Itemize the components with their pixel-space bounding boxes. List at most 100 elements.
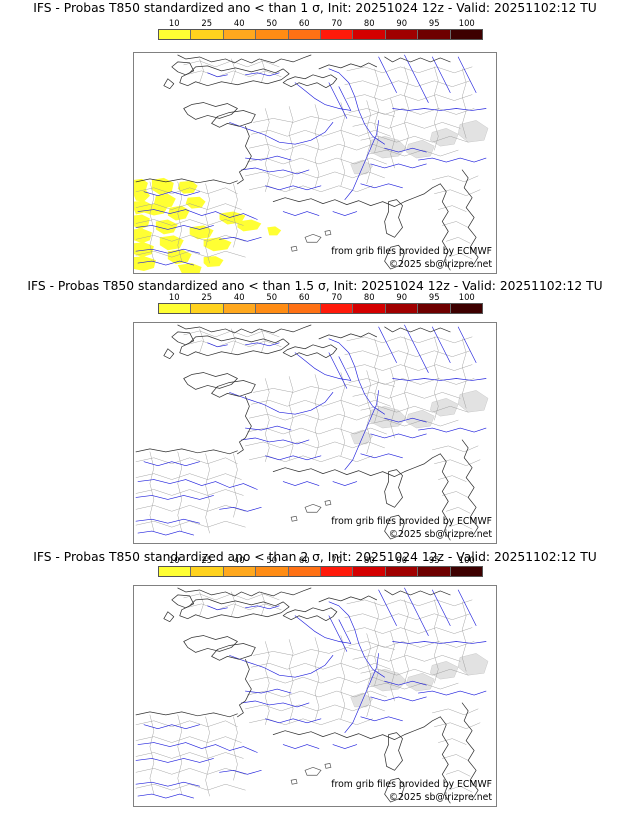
colorbar-segment-80	[353, 30, 386, 39]
map-path	[171, 594, 195, 609]
map-path	[249, 455, 373, 462]
map-path	[135, 219, 244, 226]
map-path	[432, 708, 479, 716]
colorbar-segment-50	[256, 304, 289, 313]
colorbar-ticks: 10 25 40 50 60 70 80 90 95 100	[158, 18, 483, 29]
map-path	[219, 770, 262, 775]
forecast-panel-1: IFS - Probas T850 standardized ano < tha…	[0, 0, 630, 276]
map-path	[231, 58, 236, 83]
map-path	[432, 445, 479, 453]
map-path	[390, 98, 395, 169]
map-path	[205, 453, 210, 534]
map-path	[442, 221, 469, 228]
panel-title: IFS - Probas T850 standardized ano < tha…	[33, 1, 597, 15]
map-path	[135, 495, 214, 500]
map-path	[185, 603, 282, 611]
map-path	[378, 589, 397, 626]
map-path	[143, 191, 200, 197]
map-path	[350, 692, 373, 708]
map-path	[346, 599, 473, 607]
colorbar-tick-25: 25	[201, 18, 213, 28]
map-path	[265, 378, 270, 462]
map-path	[392, 378, 487, 381]
map-path	[237, 395, 252, 455]
map-path	[348, 378, 475, 385]
map-path	[203, 237, 232, 252]
colorbar-tick-80: 80	[363, 555, 375, 565]
map-path	[233, 453, 238, 518]
map-path	[137, 479, 258, 490]
map-path	[384, 732, 403, 771]
map-path	[461, 169, 479, 268]
map-path	[179, 598, 290, 620]
map-path	[231, 328, 236, 353]
map-path	[461, 439, 479, 538]
colorbar-tick-100: 100	[458, 555, 475, 565]
map-path	[434, 599, 439, 684]
colorbar: 10 25 40 50 60 70 80 90 95 100	[158, 555, 483, 577]
map-path	[219, 237, 262, 242]
colorbar-segment-25	[191, 30, 224, 39]
colorbar-tick-50: 50	[266, 292, 278, 302]
map-path	[434, 336, 439, 421]
geography-layer	[135, 324, 489, 541]
map-path	[370, 433, 427, 439]
map-path	[439, 183, 451, 271]
map-path	[328, 68, 385, 145]
map-path	[442, 754, 469, 761]
colorbar-segment-95	[418, 30, 451, 39]
map-path	[267, 226, 282, 236]
colorbar-segment-10	[159, 30, 192, 39]
map-path	[135, 489, 244, 496]
map-path	[199, 328, 204, 353]
map-path	[360, 716, 403, 722]
map-canvas-3[interactable]: from grib files provided by ECMWF ©2025 …	[133, 585, 497, 807]
map-path	[368, 419, 459, 427]
map-path	[251, 130, 391, 137]
map-path	[318, 332, 378, 340]
map-path	[448, 785, 473, 793]
map-canvas-2[interactable]: from grib files provided by ECMWF ©2025 …	[133, 322, 497, 544]
map-path	[404, 587, 429, 636]
map-path	[177, 263, 202, 273]
map-path	[434, 459, 481, 466]
map-path	[185, 70, 282, 78]
map-path	[229, 655, 334, 678]
map-path	[332, 481, 358, 486]
map-path	[332, 744, 358, 749]
map-path	[229, 392, 334, 415]
map-path	[185, 196, 206, 209]
map-path	[457, 653, 489, 676]
map-canvas-1[interactable]: from grib files provided by ECMWF ©2025 …	[133, 52, 497, 274]
colorbar-tick-90: 90	[396, 292, 408, 302]
colorbar-bar	[158, 303, 483, 314]
map-path	[328, 615, 348, 652]
map-path	[439, 453, 451, 541]
map-path	[432, 589, 451, 626]
map-path	[177, 324, 312, 334]
probability-shading-layer	[134, 177, 282, 273]
colorbar-segment-60	[288, 30, 322, 39]
map-path	[245, 425, 292, 431]
map-path	[135, 235, 246, 242]
map-path	[153, 193, 176, 209]
colorbar-segment-80	[353, 304, 386, 313]
colorbar-segment-95	[418, 304, 451, 313]
map-path	[179, 335, 290, 357]
map-path	[253, 382, 395, 393]
map-path	[135, 768, 246, 775]
map-path	[346, 627, 473, 634]
map-path	[346, 336, 473, 344]
map-path	[264, 455, 322, 461]
map-path	[384, 56, 451, 63]
colorbar-ticks: 10 25 40 50 60 70 80 90 95 100	[158, 555, 483, 566]
map-path	[163, 78, 175, 90]
map-path	[185, 340, 282, 348]
colorbar-segment-50	[256, 30, 289, 39]
map-path	[318, 595, 378, 603]
map-path	[237, 658, 252, 718]
map-path	[135, 752, 244, 759]
colorbar-tick-100: 100	[458, 292, 475, 302]
map-path	[183, 102, 238, 120]
forecast-panel-2: IFS - Probas T850 standardized ano < tha…	[0, 278, 630, 548]
